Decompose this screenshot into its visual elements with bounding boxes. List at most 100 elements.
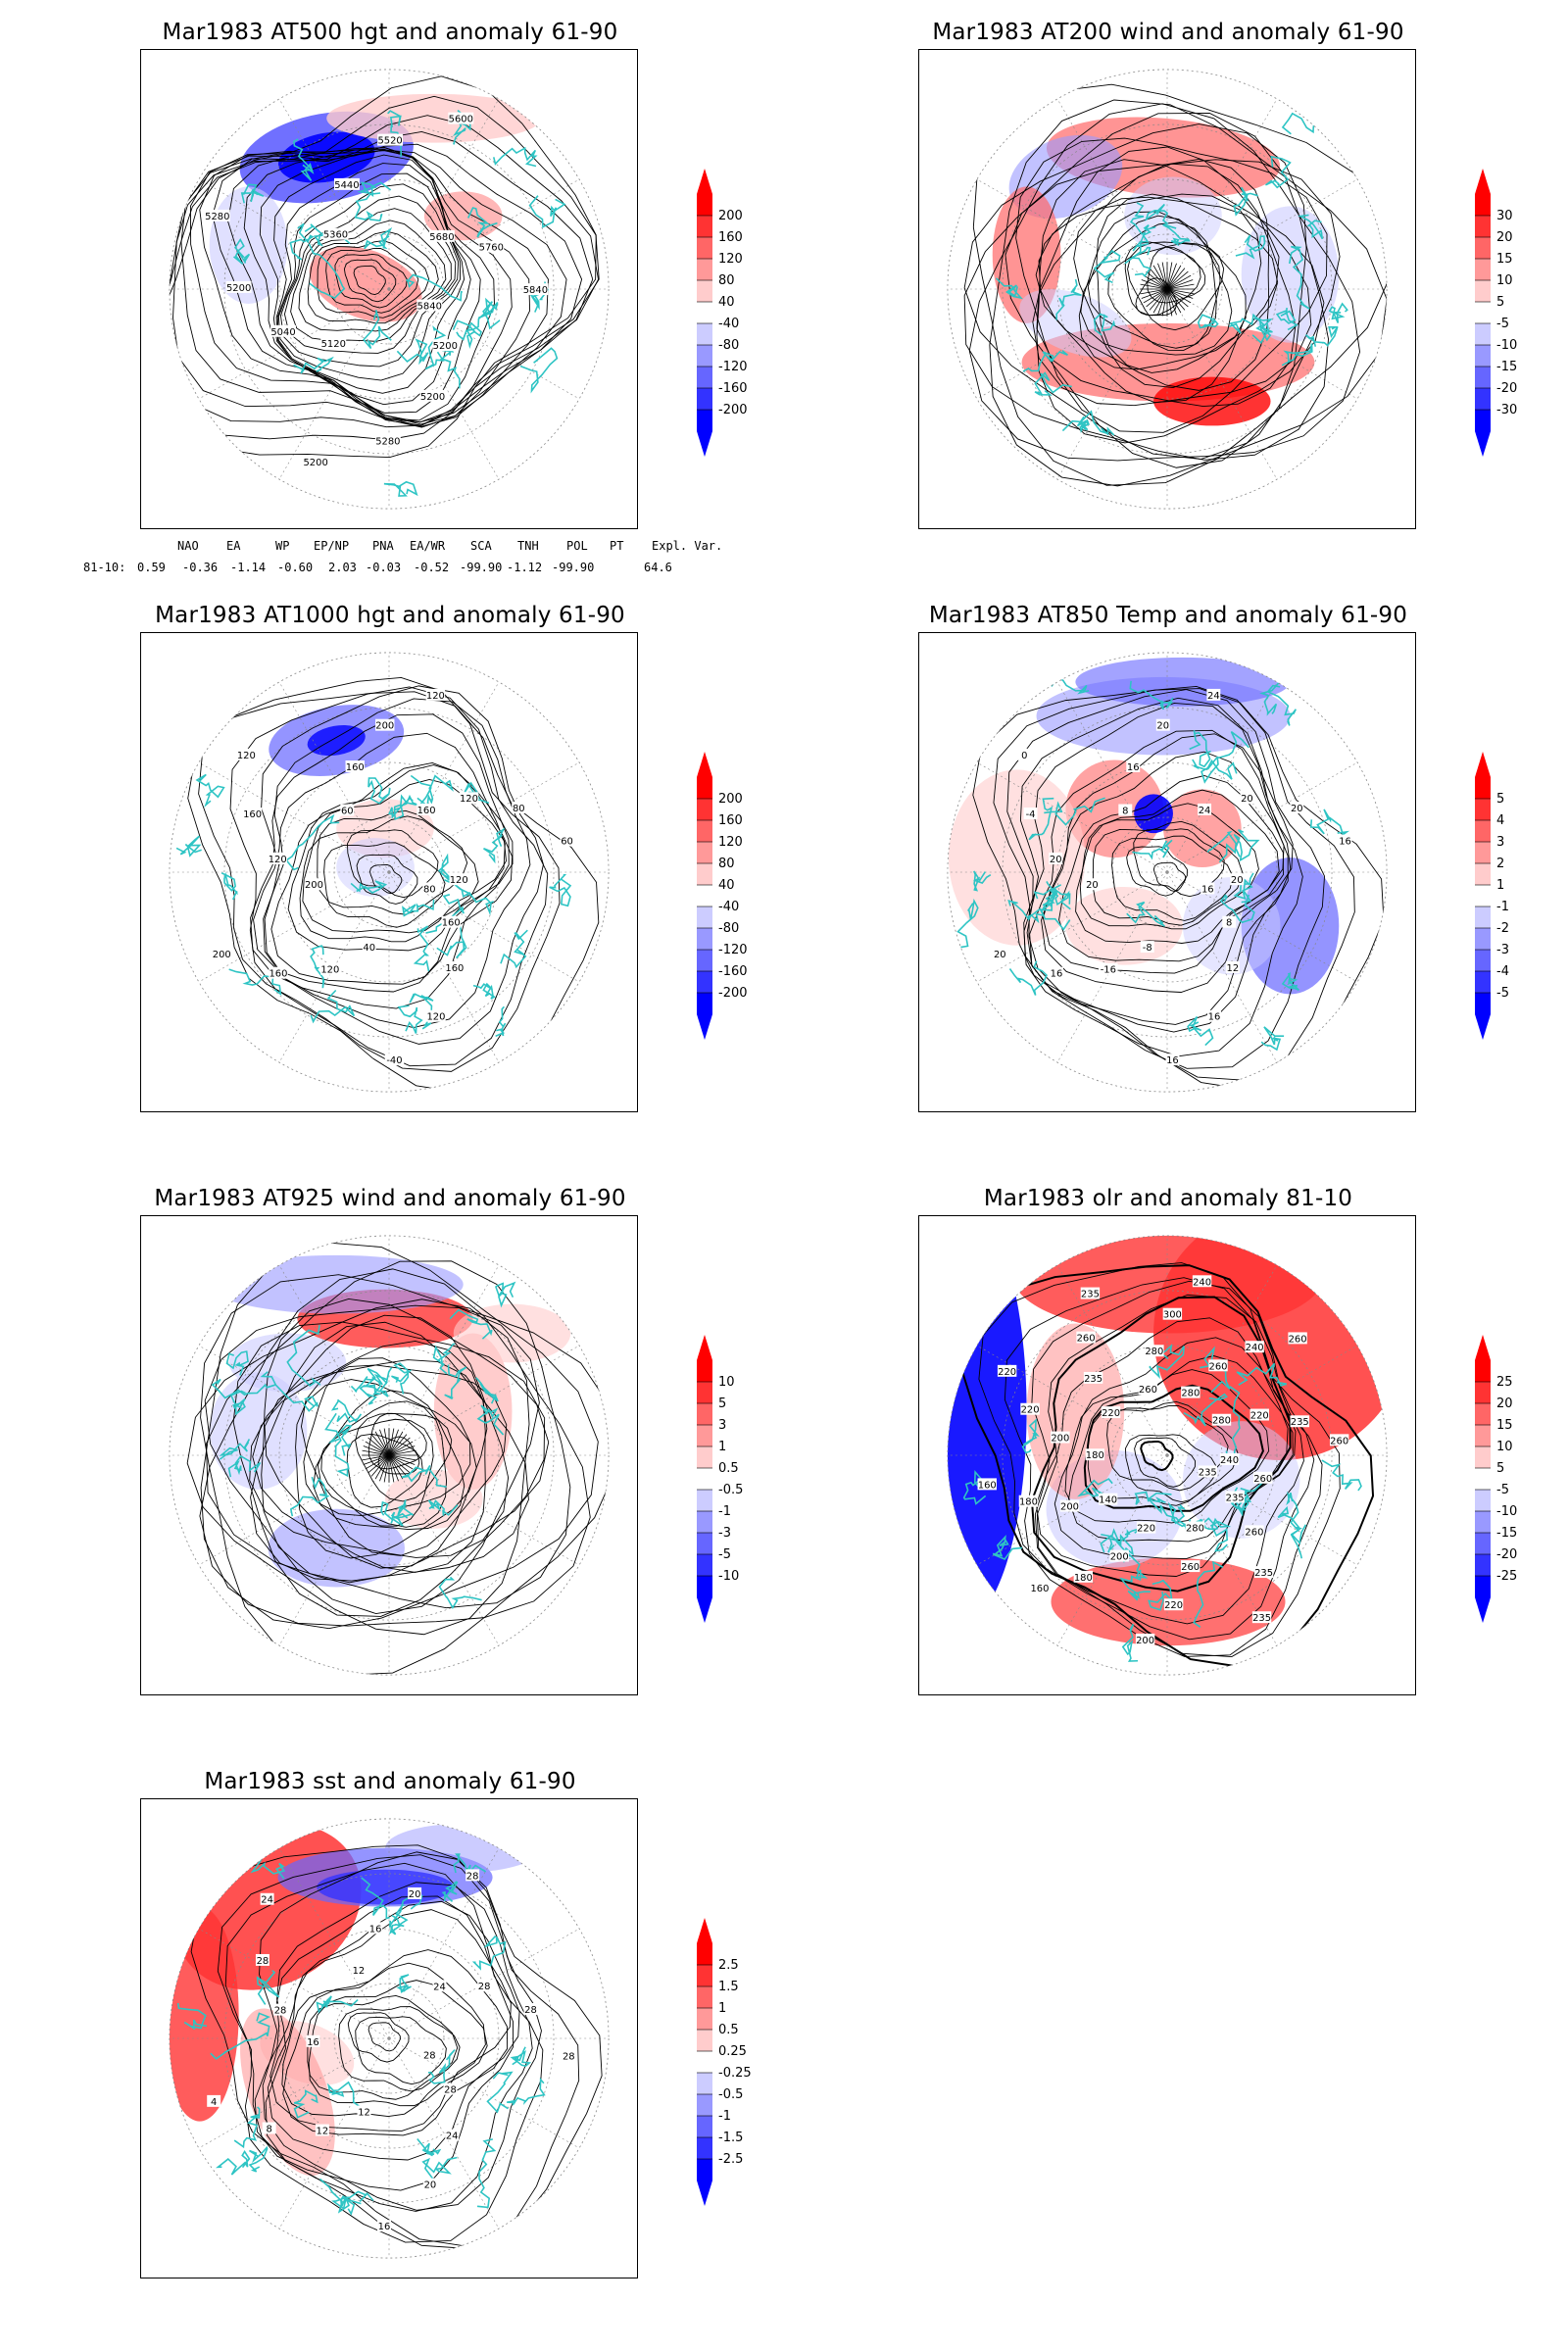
streamline — [377, 1436, 420, 1475]
colorbar-band — [697, 388, 712, 410]
coastline — [256, 1970, 280, 2005]
streamline-hub — [1166, 279, 1194, 290]
contour-line — [198, 676, 561, 1072]
contour-label-bg — [357, 2105, 371, 2118]
coastline — [549, 873, 572, 907]
coastline — [427, 1499, 459, 1516]
contour-label: 20 — [424, 2180, 437, 2191]
anomaly-shading — [1182, 1421, 1300, 1539]
coastline — [176, 2002, 208, 2031]
colorbar-band — [697, 2137, 712, 2159]
colorbar-label: 4 — [1496, 813, 1504, 828]
contour-label-bg — [236, 748, 257, 760]
streamline — [320, 1418, 434, 1527]
contour-label-bg — [340, 804, 355, 816]
streamline-hub — [363, 1446, 390, 1456]
contour-label: 5200 — [420, 392, 445, 403]
coastline — [316, 1995, 359, 2014]
colorbar-label: -10 — [1496, 338, 1517, 353]
streamline — [249, 1314, 510, 1558]
colorbar-label: 40 — [718, 878, 735, 893]
contour-line — [1019, 697, 1303, 1057]
contour-line — [259, 1851, 542, 2211]
coastline — [363, 310, 392, 349]
colorbar-label: 1.5 — [718, 1980, 739, 1994]
contour-line — [199, 150, 549, 427]
contour-label: 280 — [1212, 1416, 1231, 1427]
meridian — [388, 871, 500, 1063]
streamline-hub — [1166, 288, 1177, 316]
streamline-hub — [368, 1437, 390, 1456]
colorbar-band — [1475, 323, 1491, 345]
contour-line — [281, 1962, 486, 2118]
contour-label: 200 — [1110, 1552, 1129, 1563]
colorbar-label: -120 — [718, 360, 748, 374]
coastline — [432, 1343, 456, 1375]
colorbar-band — [697, 906, 712, 928]
streamline-hub — [1157, 288, 1168, 316]
contour-label-bg — [1253, 1566, 1274, 1579]
index-value: 2.03 — [328, 561, 357, 574]
colorbar-label: -2 — [1496, 921, 1509, 936]
contour-label-bg — [432, 1980, 447, 1992]
coastline — [1200, 756, 1238, 784]
contour-label-bg — [1338, 834, 1352, 847]
index-header: SCA — [470, 539, 492, 553]
streamline — [317, 1400, 448, 1528]
coastline — [1281, 971, 1299, 991]
streamline-hub — [388, 1446, 416, 1456]
contour-label: 24 — [1199, 806, 1211, 816]
coastline — [436, 919, 467, 959]
coastline — [248, 2145, 269, 2173]
coastline — [1193, 1560, 1224, 1628]
contour-label: 235 — [1252, 1613, 1271, 1624]
colorbar-band — [1475, 1425, 1491, 1446]
coastline — [1132, 224, 1156, 252]
contour-label: 16 — [307, 2037, 319, 2048]
streamline-hub — [1141, 288, 1168, 299]
streamline-hub — [362, 1449, 390, 1456]
contour-label-bg — [1222, 915, 1237, 928]
coastline — [500, 929, 528, 969]
streamline — [206, 1260, 571, 1609]
colorbar-band — [697, 2030, 712, 2051]
contour-label-bg — [1080, 1287, 1101, 1299]
coastline — [1253, 318, 1273, 342]
coastline — [283, 813, 340, 871]
coastline — [286, 1324, 321, 1388]
contour-label-bg — [1017, 748, 1032, 760]
contour-label-bg — [1198, 803, 1212, 815]
contour-label-bg — [1290, 802, 1304, 813]
colorbar-label: -5 — [718, 1547, 731, 1562]
panel-title: Mar1983 AT925 wind and anomaly 61-90 — [154, 1186, 626, 1211]
colorbar-band — [697, 1943, 712, 1965]
coastline — [1107, 1527, 1142, 1553]
contour-label: 24 — [261, 1895, 273, 1906]
colorbar-label: -25 — [1496, 1569, 1517, 1584]
colorbar-band — [1475, 302, 1491, 323]
colorbar-label: 10 — [718, 1375, 735, 1390]
coastline — [1289, 245, 1310, 310]
streamline-hub — [1146, 288, 1168, 308]
contour-line — [325, 248, 419, 314]
coastline — [413, 925, 430, 972]
contour-label: 235 — [1226, 1493, 1245, 1503]
colorbar-band — [1475, 993, 1491, 1014]
colorbar-label: 30 — [1496, 209, 1513, 223]
colorbar-label: 5 — [1496, 295, 1504, 310]
colorbar-label: 200 — [718, 792, 743, 807]
streamline-hub — [1166, 288, 1186, 311]
panel-title: Mar1983 AT1000 hgt and anomaly 61-90 — [155, 603, 625, 628]
contour-label-bg — [255, 1953, 270, 1966]
contour-label: 28 — [478, 1982, 491, 1992]
contour-label: 12 — [1227, 963, 1240, 974]
streamline-hub — [388, 1454, 399, 1482]
colorbar-band — [697, 280, 712, 302]
contour-label-bg — [1099, 962, 1118, 975]
contour-label: 40 — [363, 943, 375, 954]
contour-line — [298, 220, 447, 332]
contour-label-bg — [207, 2094, 221, 2107]
latitude-circle — [1002, 1290, 1333, 1621]
polar-map: 28 28 24 20 16 12 12 8 4 16 28 28 24 12 16 20 28 24 28 28 28 — [169, 1818, 610, 2259]
coastline — [494, 1281, 516, 1308]
